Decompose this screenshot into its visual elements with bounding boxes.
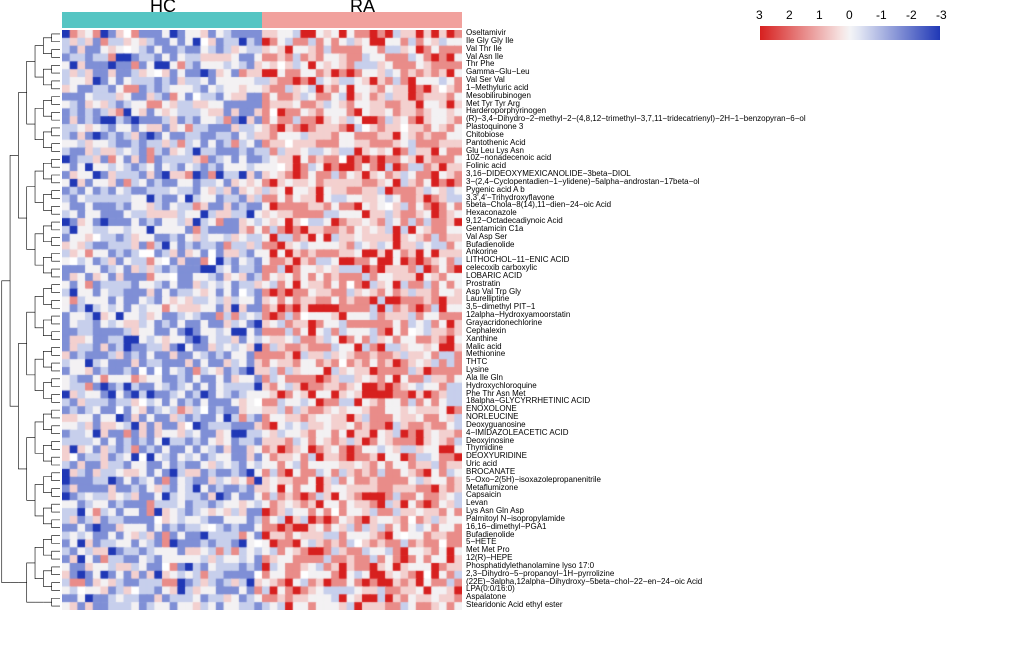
legend-tick: 3 (756, 8, 763, 22)
legend-tick: -3 (936, 8, 947, 22)
group-label-hc: HC (150, 0, 176, 17)
row-label: Stearidonic Acid ethyl ester (466, 601, 563, 609)
legend-tick: 2 (786, 8, 793, 22)
heatmap-grid (62, 30, 462, 610)
color-legend (760, 26, 940, 40)
group-label-ra: RA (350, 0, 375, 17)
heatmap-figure: HCRA3210-1-2-3OseltamivirIle Gly Gly Ile… (0, 0, 1020, 660)
legend-tick: -2 (906, 8, 917, 22)
legend-tick: 1 (816, 8, 823, 22)
row-dendrogram (0, 30, 60, 610)
legend-tick: 0 (846, 8, 853, 22)
legend-tick: -1 (876, 8, 887, 22)
